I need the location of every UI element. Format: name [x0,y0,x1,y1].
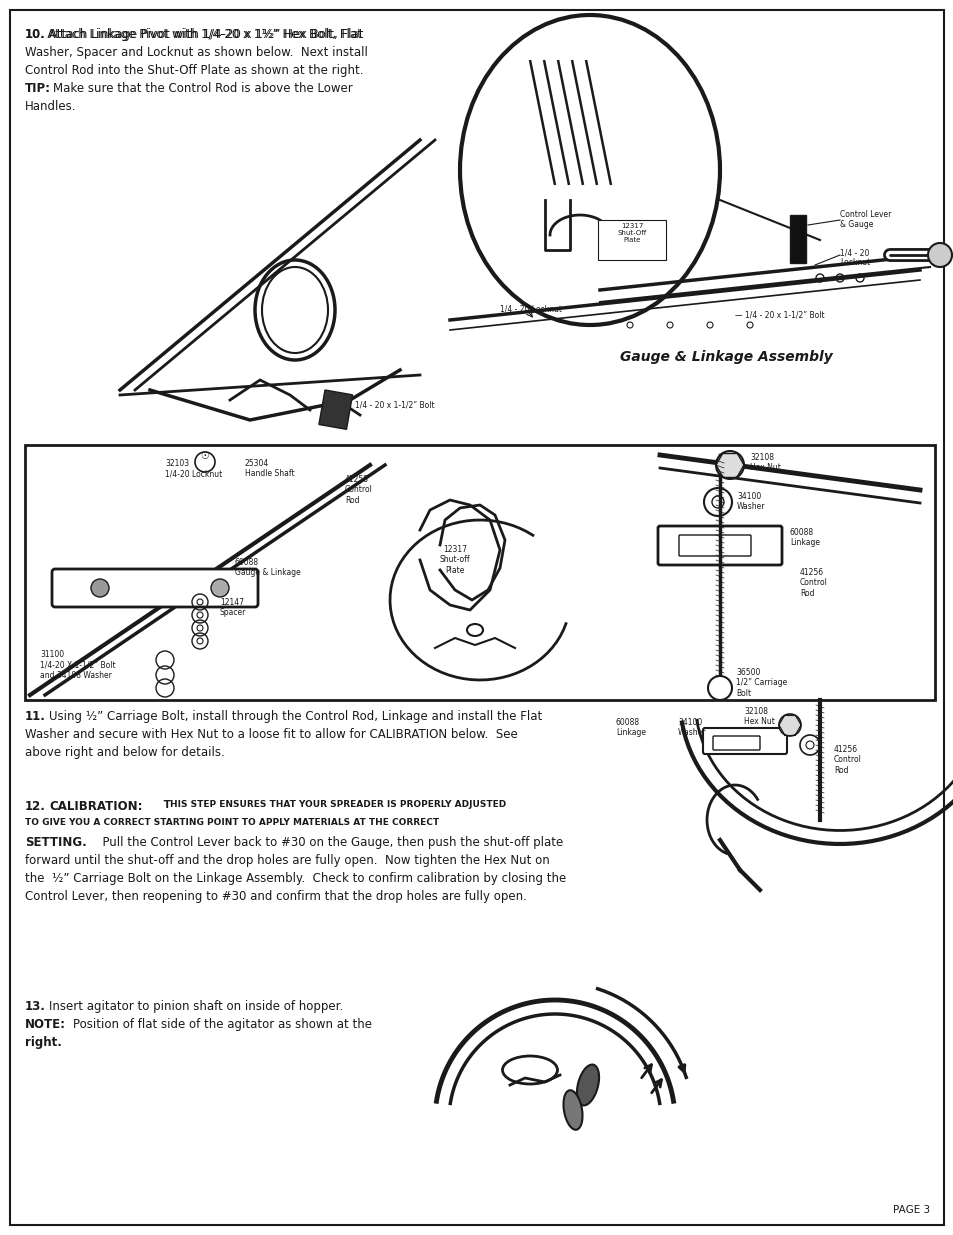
Text: Control Lever
& Gauge: Control Lever & Gauge [840,210,890,230]
Text: Make sure that the Control Rod is above the Lower: Make sure that the Control Rod is above … [53,82,353,95]
Ellipse shape [211,579,229,597]
Text: 60088
Linkage: 60088 Linkage [789,529,820,547]
Ellipse shape [91,579,109,597]
Text: HIS STEP ENSURES THAT YOUR SPREADER IS PROPERLY ADJUSTED: HIS STEP ENSURES THAT YOUR SPREADER IS P… [170,800,506,809]
Text: 10. Attach Linkage Pivot with 1/4-20 x 1½” Hex Bolt, Flat: 10. Attach Linkage Pivot with 1/4-20 x 1… [25,28,361,41]
Text: the  ½” Carriage Bolt on the Linkage Assembly.  Check to confirm calibration by : the ½” Carriage Bolt on the Linkage Asse… [25,872,566,885]
Text: 12.: 12. [25,800,46,813]
FancyBboxPatch shape [702,727,786,755]
Bar [598,220,665,261]
Text: 11.: 11. [25,710,46,722]
Text: 10.: 10. [25,28,46,41]
Text: Control Lever, then reopening to #30 and confirm that the drop holes are fully o: Control Lever, then reopening to #30 and… [25,890,526,903]
Text: Gauge & Linkage Assembly: Gauge & Linkage Assembly [619,350,832,364]
Text: 32103
1/4-20 Locknut: 32103 1/4-20 Locknut [165,459,222,478]
Ellipse shape [577,1065,598,1105]
Text: 13.: 13. [25,1000,46,1013]
Text: Attach Linkage Pivot with 1/4-20 x 1½” Hex Bolt, Flat: Attach Linkage Pivot with 1/4-20 x 1½” H… [49,28,363,41]
Text: above right and below for details.: above right and below for details. [25,746,225,760]
Text: 34100
Washer: 34100 Washer [678,718,706,737]
Text: T: T [160,800,171,810]
Text: 34100
Washer: 34100 Washer [737,492,764,511]
Text: PAGE 3: PAGE 3 [892,1205,929,1215]
Text: Position of flat side of the agitator as shown at the: Position of flat side of the agitator as… [73,1018,372,1031]
Text: ☉: ☉ [200,451,209,461]
Text: 1/4 - 20
Locknut: 1/4 - 20 Locknut [840,248,869,268]
Text: 12147
Spacer: 12147 Spacer [220,598,246,618]
Bar [25,445,934,700]
Text: forward until the shut-off and the drop holes are fully open.  Now tighten the H: forward until the shut-off and the drop … [25,853,549,867]
FancyBboxPatch shape [658,526,781,564]
Text: 31100
1/4-20 X 1-1/2” Bolt
and 34108 Washer: 31100 1/4-20 X 1-1/2” Bolt and 34108 Was… [40,650,115,679]
Text: Insert agitator to pinion shaft on inside of hopper.: Insert agitator to pinion shaft on insid… [49,1000,343,1013]
Circle shape [779,714,801,736]
Circle shape [927,243,951,267]
Text: 41256
Control
Rod: 41256 Control Rod [800,568,827,598]
Text: 60088
Gauge & Linkage: 60088 Gauge & Linkage [234,558,300,578]
Text: 36500
1/2” Carriage
Bolt: 36500 1/2” Carriage Bolt [735,668,786,698]
Text: CALIBRATION:: CALIBRATION: [49,800,142,813]
Text: Washer, Spacer and Locknut as shown below.  Next install: Washer, Spacer and Locknut as shown belo… [25,46,368,59]
Text: Handles.: Handles. [25,100,76,112]
Text: Pull the Control Lever back to #30 on the Gauge, then push the shut-off plate: Pull the Control Lever back to #30 on th… [95,836,562,848]
Text: NOTE:: NOTE: [25,1018,66,1031]
Text: Using ½” Carriage Bolt, install through the Control Rod, Linkage and install the: Using ½” Carriage Bolt, install through … [49,710,541,722]
Text: 12317
Shut-Off
Plate: 12317 Shut-Off Plate [617,224,646,243]
Text: right.: right. [25,1036,62,1049]
Text: 25304
Handle Shaft: 25304 Handle Shaft [245,459,294,478]
Text: 41256
Control
Rod: 41256 Control Rod [833,745,861,774]
Text: 1/4 - 20 x 1-1/2” Bolt: 1/4 - 20 x 1-1/2” Bolt [355,400,435,409]
Text: Washer and secure with Hex Nut to a loose fit to allow for CALIBRATION below.  S: Washer and secure with Hex Nut to a loos… [25,727,517,741]
Text: 60088
Linkage: 60088 Linkage [616,718,645,737]
Bar [789,215,805,263]
Text: 12317
Shut-off
Plate: 12317 Shut-off Plate [439,545,470,574]
Text: 41258
Control
Rod: 41258 Control Rod [345,475,373,505]
Text: 32108
Hex Nut: 32108 Hex Nut [749,453,781,473]
Text: 1/4 - 20 Locknut: 1/4 - 20 Locknut [499,305,561,314]
Circle shape [716,451,743,479]
Text: SETTING.: SETTING. [25,836,87,848]
Circle shape [707,676,731,700]
Text: TO GIVE YOU A CORRECT STARTING POINT TO APPLY MATERIALS AT THE CORRECT: TO GIVE YOU A CORRECT STARTING POINT TO … [25,818,438,827]
Text: 32108
Hex Nut: 32108 Hex Nut [743,706,774,726]
Text: TIP:: TIP: [25,82,51,95]
Bar [318,390,353,430]
FancyBboxPatch shape [52,569,257,606]
Text: — 1/4 - 20 x 1-1/2” Bolt: — 1/4 - 20 x 1-1/2” Bolt [734,310,823,319]
Text: Control Rod into the Shut-Off Plate as shown at the right.: Control Rod into the Shut-Off Plate as s… [25,64,363,77]
Ellipse shape [563,1091,582,1130]
